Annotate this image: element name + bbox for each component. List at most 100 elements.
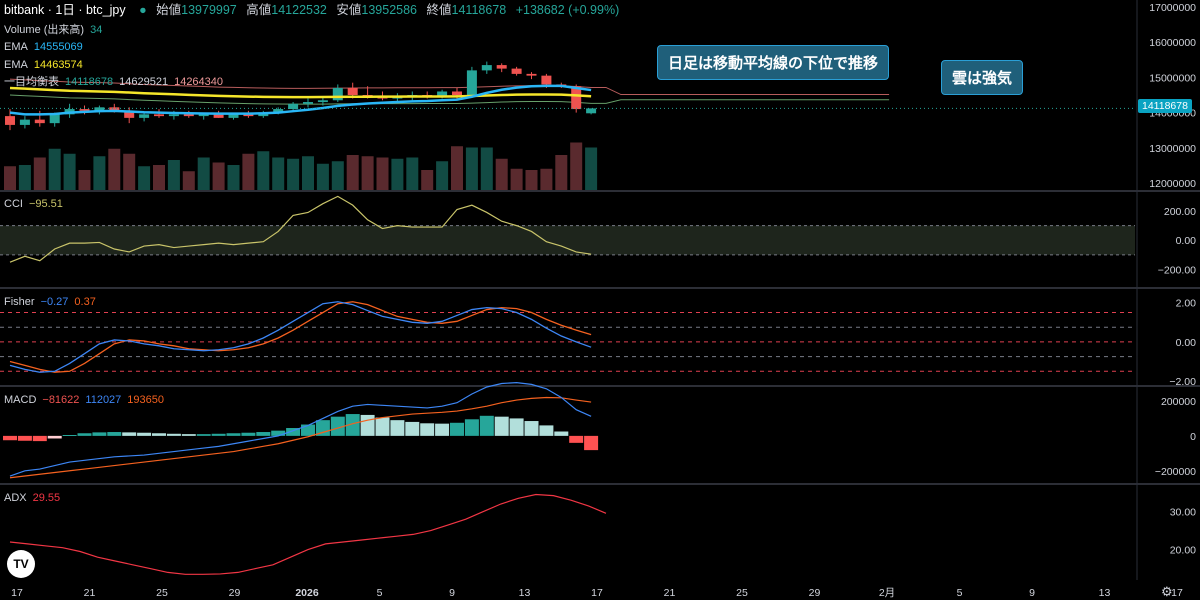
ema1-label: EMA: [4, 41, 28, 53]
macd-histogram-bar: [390, 420, 405, 436]
cci-legend[interactable]: CCI −95.51: [4, 197, 69, 211]
candle-body: [466, 70, 477, 95]
adx-line: [9, 493, 607, 575]
macd-tick-label: 0: [1190, 431, 1196, 443]
candle-body: [213, 114, 224, 118]
macd-histogram-bar: [375, 417, 390, 436]
macd-histogram-bar: [137, 432, 152, 436]
macd-histogram-bar: [77, 433, 92, 436]
annotation-callout-1[interactable]: 日足は移動平均線の下位で推移: [657, 45, 890, 80]
macd-value-3: 193650: [127, 394, 165, 406]
fisher-tick-label: −2.00: [1169, 376, 1196, 388]
time-tick-label: 29: [229, 587, 241, 599]
volume-legend[interactable]: Volume (出来高) 34: [4, 23, 108, 37]
macd-legend[interactable]: MACD −81622 112027 193650: [4, 393, 170, 407]
cci-tick-label: 200.00: [1164, 206, 1196, 218]
time-tick-label: 21: [84, 587, 96, 599]
volume-bar: [436, 161, 449, 190]
volume-bar: [257, 151, 270, 190]
macd-signal-line: [9, 396, 592, 479]
macd-histogram-bar: [479, 415, 494, 436]
candle-body: [273, 109, 284, 113]
ichimoku-span-b-line: [9, 94, 890, 105]
settings-gear-icon[interactable]: ⚙: [1161, 584, 1173, 599]
macd-histogram-bar: [17, 435, 32, 441]
volume-bar: [421, 170, 434, 190]
ichimoku-value-2: 14629521: [119, 76, 169, 88]
time-tick-label: 25: [736, 587, 748, 599]
high-value: 14122532: [271, 3, 327, 17]
price-tick-label: 16000000: [1149, 37, 1196, 49]
macd-line: [9, 382, 592, 477]
candle-body: [481, 65, 492, 71]
time-tick-label: 13: [519, 587, 531, 599]
candle-body: [571, 86, 582, 110]
macd-histogram-bar: [211, 433, 226, 436]
time-tick-label: 21: [664, 587, 676, 599]
macd-tick-label: −200000: [1155, 466, 1196, 478]
volume-bar: [480, 147, 493, 190]
time-tick-label: 17: [11, 587, 23, 599]
ema2-label: EMA: [4, 59, 28, 71]
macd-histogram-bar: [360, 414, 375, 436]
time-tick-label: 17: [591, 587, 603, 599]
macd-histogram-bar: [47, 435, 62, 439]
time-tick-label: 9: [1029, 587, 1035, 599]
time-tick-label: 5: [957, 587, 963, 599]
volume-bar: [108, 148, 121, 190]
adx-tick-label: 30.00: [1170, 507, 1196, 519]
cci-value: −95.51: [28, 198, 63, 210]
volume-bar: [138, 166, 151, 190]
macd-label: MACD: [4, 394, 37, 406]
macd-histogram-bar: [62, 435, 77, 436]
candle-body: [183, 114, 194, 117]
volume-bar: [302, 156, 314, 190]
macd-histogram-bar: [435, 423, 450, 436]
ema1-value: 14555069: [33, 41, 83, 53]
macd-histogram-bar: [450, 422, 464, 436]
macd-histogram-bar: [539, 425, 554, 436]
adx-label: ADX: [4, 492, 27, 504]
adx-legend[interactable]: ADX 29.55: [4, 491, 66, 505]
symbol-title: bitbank · 1日 · btc_jpy: [4, 3, 126, 17]
candle-body: [124, 110, 135, 118]
candle-body: [198, 114, 209, 117]
candle-body: [79, 109, 90, 111]
volume-bar: [48, 148, 61, 190]
chart-header: bitbank · 1日 · btc_jpy ● 始値13979997 高値14…: [4, 3, 625, 17]
candle-body: [347, 87, 358, 95]
time-tick-label: 2月: [879, 587, 895, 599]
low-value: 13952586: [361, 3, 418, 17]
time-tick-label: 25: [156, 587, 168, 599]
ema1-legend[interactable]: EMA 14555069: [4, 40, 89, 54]
close-label: 終値: [426, 3, 452, 17]
ema2-legend[interactable]: EMA 14463574: [4, 58, 89, 72]
tradingview-logo[interactable]: TV: [7, 550, 35, 578]
volume-bar: [272, 157, 285, 190]
ichimoku-legend[interactable]: 一目均衡表 14118678 14629521 14264340: [4, 75, 229, 89]
macd-histogram-bar: [107, 432, 122, 436]
time-tick-label: 2026: [295, 587, 319, 599]
fisher-label: Fisher: [4, 296, 35, 308]
candle-body: [139, 114, 150, 118]
live-dot-icon: ●: [139, 3, 147, 17]
macd-histogram-bar: [420, 423, 435, 436]
macd-value-1: −81622: [42, 394, 80, 406]
candle-body: [19, 119, 30, 125]
time-tick-label: 17: [1171, 587, 1183, 599]
volume-bar: [63, 153, 76, 190]
open-value: 13979997: [181, 3, 237, 17]
macd-histogram-bar: [32, 435, 47, 442]
candle-body: [288, 103, 299, 110]
volume-bar: [316, 163, 329, 190]
open-label: 始値: [156, 3, 182, 17]
macd-histogram-bar: [241, 432, 256, 436]
fisher-legend[interactable]: Fisher −0.27 0.37: [4, 295, 102, 309]
annotation-callout-2[interactable]: 雲は強気: [941, 60, 1024, 95]
volume-bar: [153, 165, 165, 190]
volume-bar: [242, 153, 255, 190]
candle-body: [452, 91, 462, 95]
volume-bar: [182, 171, 195, 190]
macd-histogram-bar: [405, 421, 420, 436]
